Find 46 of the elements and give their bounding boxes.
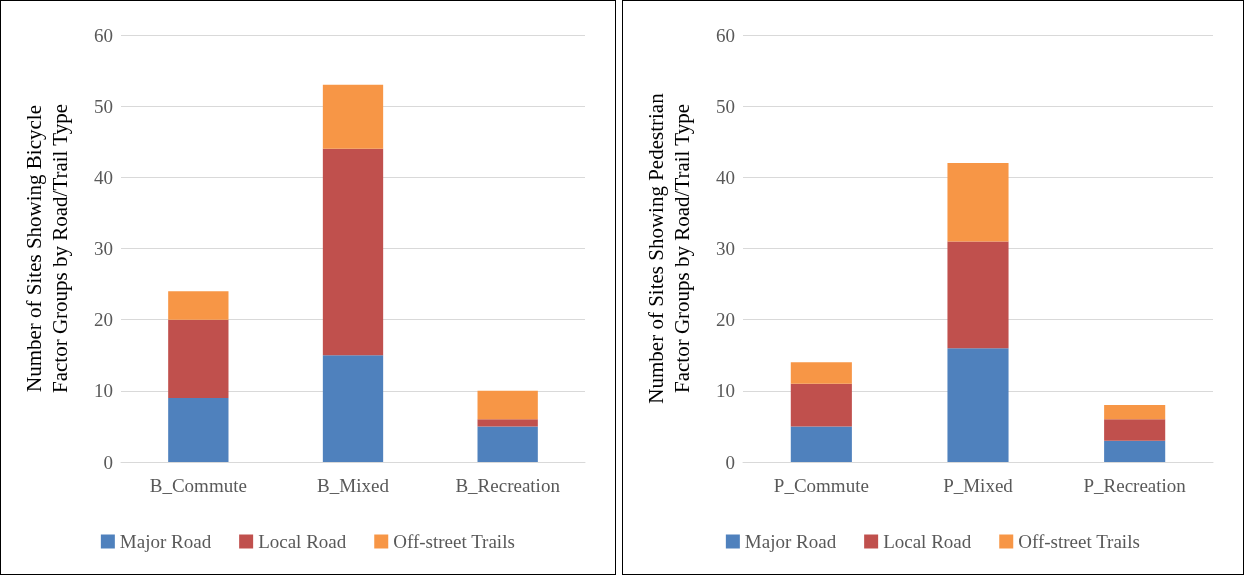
bar <box>477 390 538 420</box>
bar <box>947 163 1009 242</box>
bar <box>322 84 384 149</box>
y-tick-label: 40 <box>716 166 735 188</box>
bar <box>477 419 538 427</box>
x-tick-label: B_Recreation <box>455 475 561 496</box>
bar <box>790 362 852 384</box>
legend-label: Off-street Trails <box>1018 531 1140 552</box>
y-axis-title: Number of Sites Showing Bicycle Factor Groups by Road/Trail Type <box>22 103 72 394</box>
bar <box>168 291 229 320</box>
y-tick-label: 30 <box>716 238 735 259</box>
y-tick-label: 20 <box>716 309 735 331</box>
legend-label: Off-street Trails <box>393 531 515 552</box>
bar <box>790 383 852 427</box>
y-tick-label: 10 <box>94 380 113 402</box>
y-tick-label: 20 <box>94 309 113 331</box>
bar <box>477 426 538 462</box>
legend-label: Local Road <box>883 531 972 552</box>
bar <box>1104 440 1166 462</box>
bar <box>947 348 1009 462</box>
x-tick-label: B_Mixed <box>317 475 390 496</box>
y-tick-label: 30 <box>94 238 113 259</box>
bar <box>1104 419 1166 441</box>
bar <box>168 319 229 398</box>
bar <box>1104 405 1166 420</box>
y-tick-label: 50 <box>716 95 735 117</box>
y-tick-label: 40 <box>94 166 113 188</box>
y-tick-label: 0 <box>725 451 735 473</box>
legend-label: Local Road <box>258 531 347 552</box>
legend-label: Major Road <box>744 531 837 552</box>
y-tick-label: 60 <box>716 24 735 46</box>
bar <box>790 426 852 462</box>
x-tick-label: P_Recreation <box>1083 475 1187 496</box>
y-tick-label: 60 <box>94 24 113 46</box>
x-tick-label: P_Commute <box>773 475 869 496</box>
y-tick-label: 10 <box>716 380 735 402</box>
legend-label: Major Road <box>119 531 212 552</box>
y-axis-title: Number of Sites Showing Pedestrian Factor Groups by Road/Trail Type <box>644 92 694 404</box>
bar <box>168 397 229 462</box>
y-tick-label: 0 <box>103 451 113 473</box>
x-tick-label: P_Mixed <box>943 475 1014 496</box>
x-tick-label: B_Commute <box>149 475 247 496</box>
y-tick-label: 50 <box>94 95 113 117</box>
bar <box>322 355 384 462</box>
bar <box>322 148 384 356</box>
bar <box>947 241 1009 349</box>
